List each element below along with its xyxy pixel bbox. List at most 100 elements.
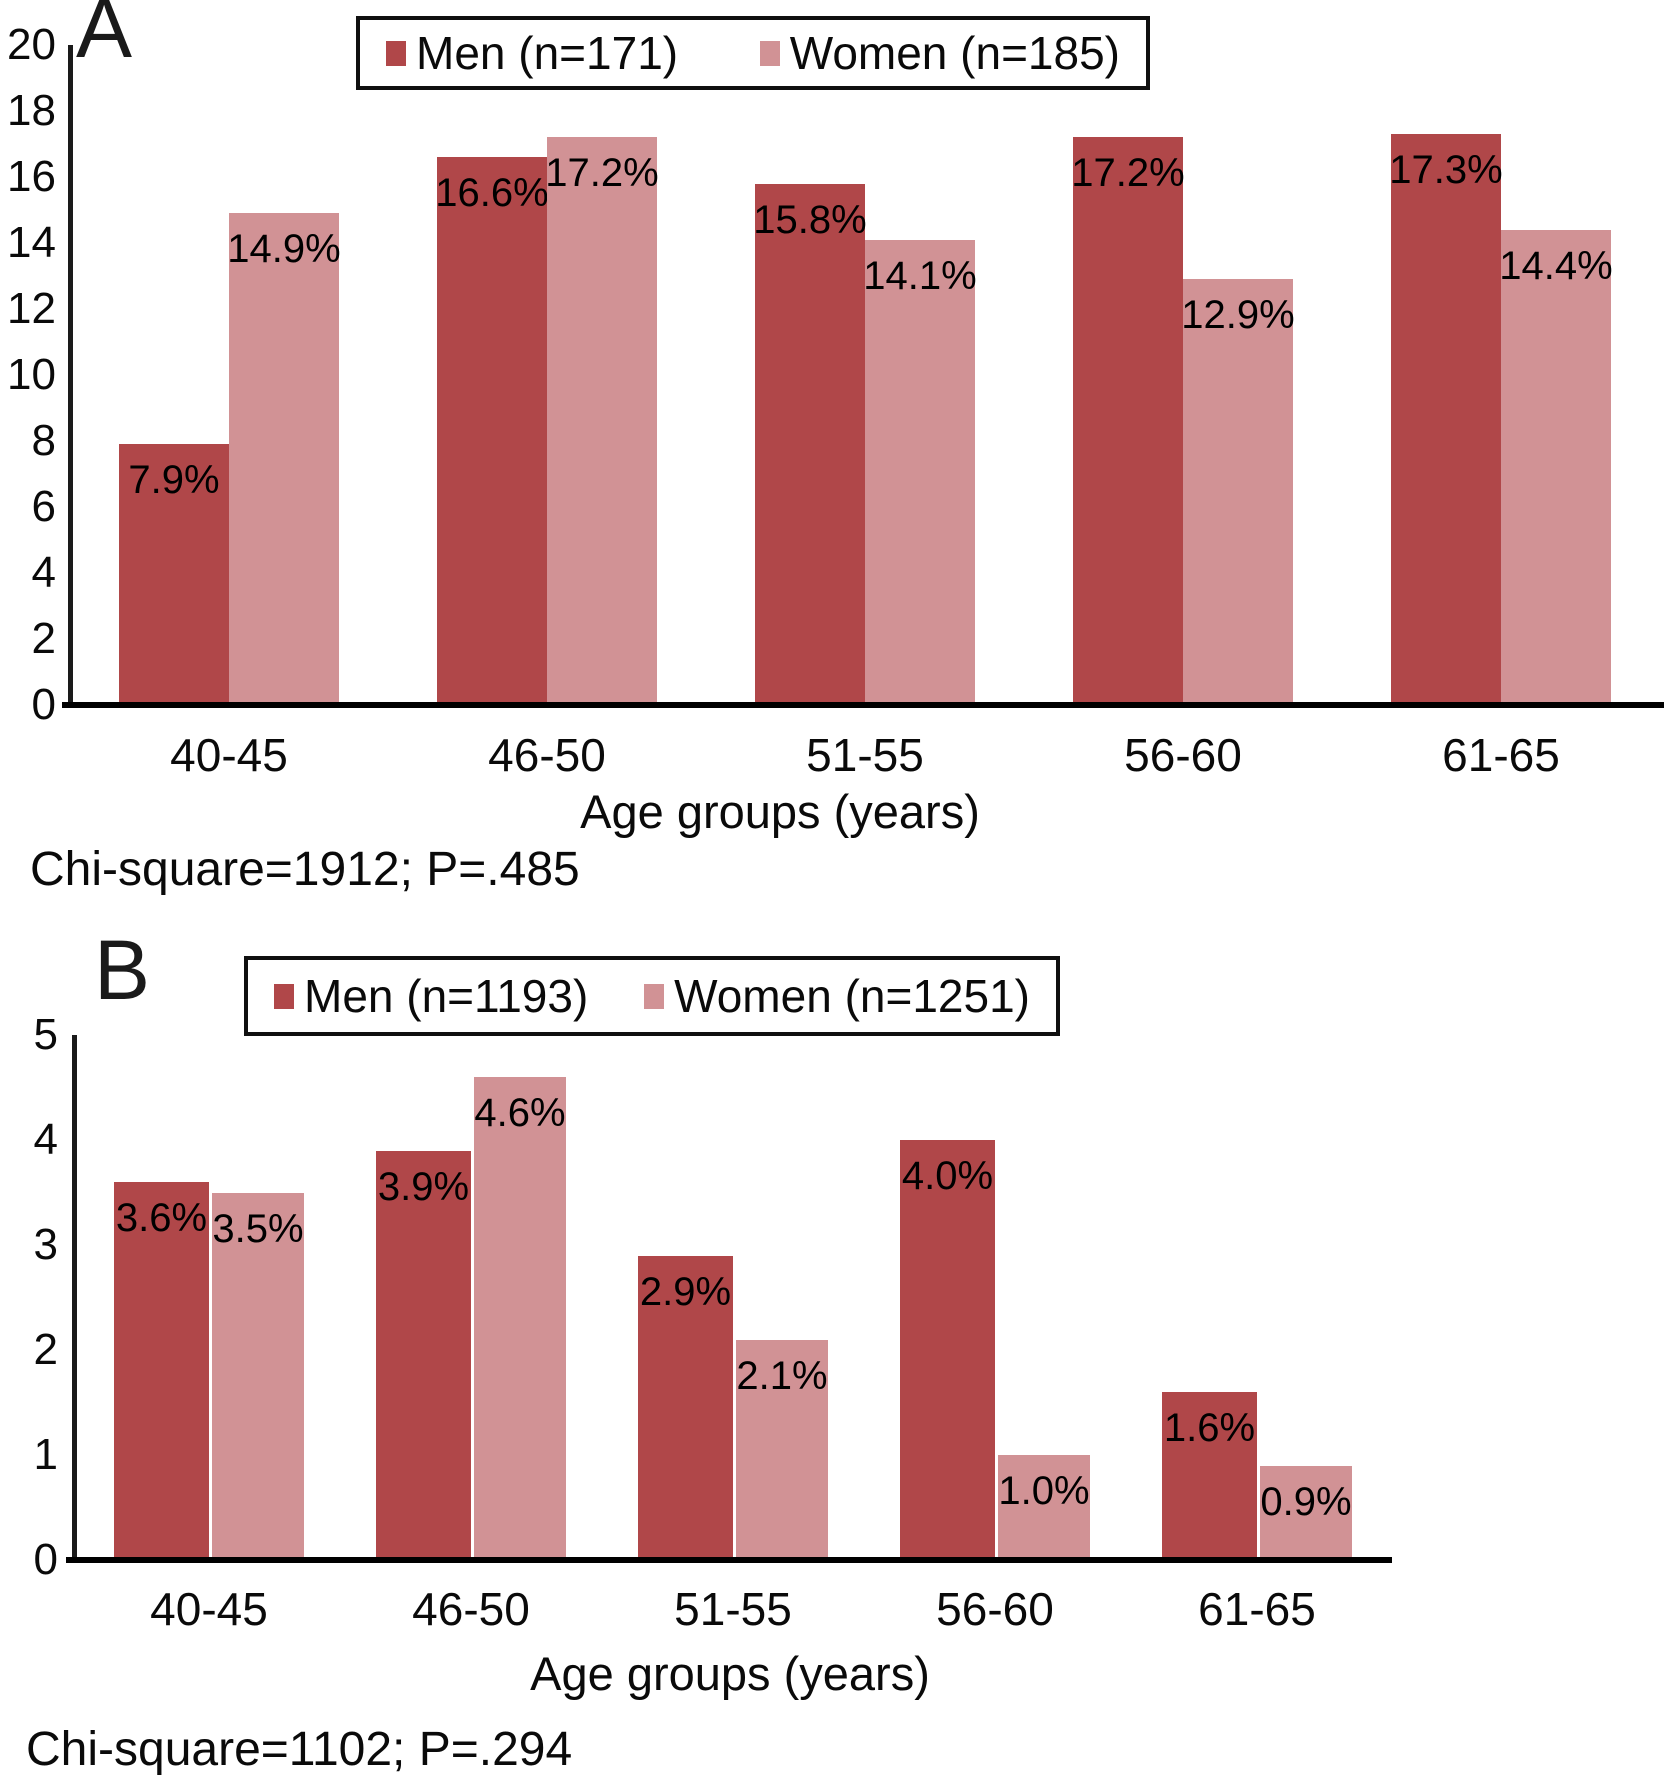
y-axis-b: 0 1 2 3 4 5: [0, 1013, 58, 1582]
x-tick-label: 40-45: [170, 729, 288, 781]
bar-value-label: 16.6%: [435, 171, 549, 216]
bar-women-46-50: 4.6%: [471, 1077, 566, 1560]
bar-women-51-55: 2.1%: [733, 1339, 828, 1560]
legend-entry-women: Women (n=1251): [644, 969, 1030, 1023]
bar-value-label: 0.9%: [1260, 1479, 1352, 1524]
bar-group-56-60: 4.0% 1.0%: [864, 1035, 1126, 1560]
bar-value-label: 1.6%: [1163, 1406, 1256, 1450]
bar-men-56-60: 4.0%: [900, 1140, 995, 1560]
y-tick-label: 3: [33, 1220, 58, 1269]
bar-group-61-65: 17.3% 14.4%: [1342, 45, 1660, 705]
x-tick-label: 61-65: [1198, 1583, 1316, 1635]
x-tick-label: 51-55: [674, 1583, 792, 1635]
bar-value-label: 2.1%: [736, 1353, 828, 1398]
women-legend-swatch-icon: [644, 983, 665, 1009]
y-axis-line-a: [68, 45, 73, 705]
bar-value-label: 14.4%: [1499, 243, 1613, 288]
bar-value-label: 4.6%: [474, 1091, 566, 1135]
legend-a: Men (n=171) Women (n=185): [356, 16, 1150, 90]
bar-group-46-50: 16.6% 17.2%: [388, 45, 706, 705]
y-tick-label: 2: [31, 614, 56, 663]
legend-entry-men: Men (n=1193): [274, 969, 588, 1023]
bar-value-label: 2.9%: [639, 1269, 732, 1314]
y-axis-line-b: [72, 1035, 77, 1563]
bar-value-label: 7.9%: [128, 458, 220, 503]
chi-square-caption-b: Chi-square=1102; P=.294: [26, 1723, 573, 1776]
bar-men-40-45: 7.9%: [119, 444, 229, 705]
y-tick-label: 16: [7, 152, 56, 201]
bar-women-40-45: 14.9%: [227, 213, 341, 705]
bar-value-label: 17.2%: [1071, 151, 1185, 196]
legend-label-men: Men (n=1193): [304, 970, 589, 1022]
bar-group-51-55: 15.8% 14.1%: [706, 45, 1024, 705]
x-tick-label: 46-50: [412, 1583, 530, 1635]
bar-men-46-50: 3.9%: [376, 1150, 471, 1560]
y-tick-label: 20: [7, 20, 56, 69]
panel-letter-b: B: [94, 923, 151, 1017]
plot-area-b: 3.6% 3.5% 3.9% 4.6% 2.9% 2.1% 4.0% 1.0% 1.6% 0.9%: [78, 1035, 1388, 1560]
legend-b: Men (n=1193) Women (n=1251): [244, 956, 1060, 1036]
y-tick-label: 8: [31, 416, 56, 465]
bar-men-61-65: 17.3%: [1389, 134, 1503, 705]
bar-group-51-55: 2.9% 2.1%: [602, 1035, 864, 1560]
y-tick-label: 4: [33, 1115, 58, 1164]
legend-entry-men: Men (n=171): [386, 26, 678, 80]
y-tick-label: 6: [31, 482, 56, 531]
y-tick-label: 10: [7, 350, 56, 399]
bar-group-56-60: 17.2% 12.9%: [1024, 45, 1342, 705]
bar-group-40-45: 3.6% 3.5%: [78, 1035, 340, 1560]
y-tick-label: 0: [33, 1535, 58, 1584]
y-tick-label: 12: [7, 284, 56, 333]
x-axis-b: 40-45 46-50 51-55 56-60 61-65: [78, 1582, 1388, 1636]
y-tick-label: 18: [7, 86, 56, 135]
bar-value-label: 15.8%: [753, 197, 867, 242]
bar-men-40-45: 3.6%: [114, 1182, 209, 1560]
x-tick-label: 51-55: [806, 729, 924, 781]
bar-women-46-50: 17.2%: [545, 137, 659, 705]
bar-men-56-60: 17.2%: [1071, 137, 1185, 705]
women-legend-swatch-icon: [759, 40, 780, 66]
x-axis-line-b: [66, 1557, 1392, 1563]
bar-women-40-45: 3.5%: [209, 1192, 304, 1560]
bar-women-61-65: 14.4%: [1499, 229, 1613, 705]
bar-value-label: 4.0%: [901, 1154, 994, 1198]
bar-men-51-55: 15.8%: [753, 183, 867, 705]
bar-men-61-65: 1.6%: [1162, 1392, 1257, 1560]
legend-entry-women: Women (n=185): [759, 26, 1120, 80]
bar-value-label: 3.9%: [377, 1164, 470, 1209]
bar-men-46-50: 16.6%: [435, 157, 549, 705]
y-tick-label: 1: [33, 1430, 58, 1479]
bar-group-40-45: 7.9% 14.9%: [70, 45, 388, 705]
men-legend-swatch-icon: [386, 40, 406, 66]
x-tick-label: 40-45: [150, 1583, 268, 1635]
x-axis-a: 40-45 46-50 51-55 56-60 61-65: [70, 728, 1660, 782]
bar-group-61-65: 1.6% 0.9%: [1126, 1035, 1388, 1560]
y-tick-label: 14: [7, 218, 56, 267]
bar-value-label: 3.5%: [212, 1206, 304, 1251]
bar-group-46-50: 3.9% 4.6%: [340, 1035, 602, 1560]
bar-value-label: 12.9%: [1181, 293, 1295, 338]
y-tick-label: 0: [31, 680, 56, 729]
x-tick-label: 56-60: [1124, 729, 1242, 781]
x-tick-label: 46-50: [488, 729, 606, 781]
bar-value-label: 1.0%: [998, 1469, 1090, 1513]
legend-label-men: Men (n=171): [416, 27, 679, 79]
x-axis-title-a: Age groups (years): [580, 785, 980, 838]
y-tick-label: 2: [33, 1325, 58, 1374]
panel-letter-a: A: [76, 0, 133, 75]
bar-women-61-65: 0.9%: [1257, 1465, 1352, 1560]
bar-value-label: 3.6%: [115, 1196, 208, 1240]
bar-men-51-55: 2.9%: [638, 1255, 733, 1560]
plot-area-a: 7.9% 14.9% 16.6% 17.2% 15.8% 14.1% 17.2% 12.9% 1…: [70, 45, 1660, 705]
bar-value-label: 17.3%: [1389, 148, 1503, 193]
x-tick-label: 56-60: [936, 1583, 1054, 1635]
bar-value-label: 14.9%: [227, 227, 341, 272]
x-axis-line-a: [62, 702, 1664, 708]
legend-label-women: Women (n=185): [789, 27, 1120, 79]
bar-value-label: 14.1%: [863, 253, 977, 298]
bar-women-56-60: 12.9%: [1181, 279, 1295, 705]
bar-value-label: 17.2%: [545, 151, 659, 196]
y-tick-label: 4: [31, 548, 56, 597]
bar-women-51-55: 14.1%: [863, 239, 977, 705]
